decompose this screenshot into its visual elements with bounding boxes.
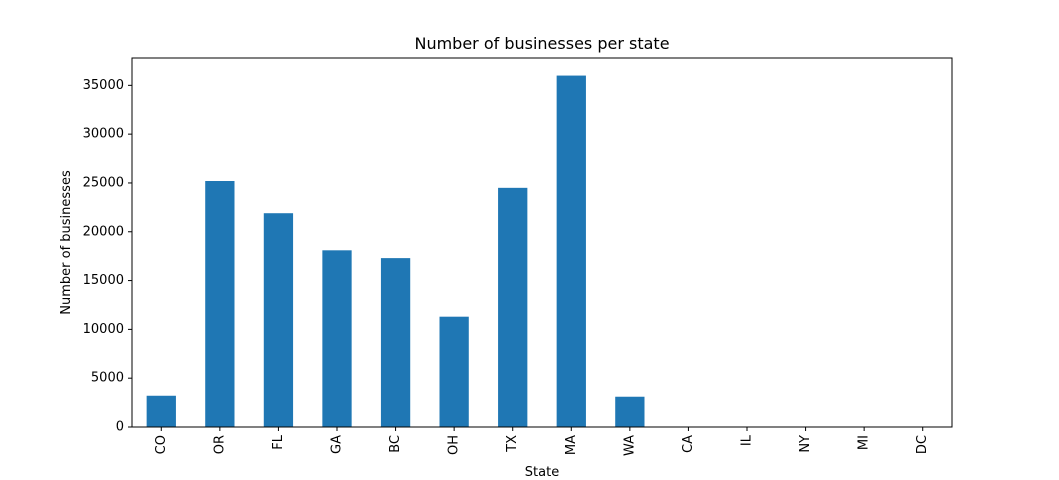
y-tick-label: 35000 — [83, 78, 124, 93]
bar-wa — [615, 396, 645, 427]
x-tick-label: DC — [915, 435, 930, 454]
y-tick-label: 10000 — [83, 322, 124, 337]
x-tick-label: CA — [681, 435, 696, 453]
bar-tx — [498, 187, 528, 427]
x-tick-label: CO — [154, 435, 169, 454]
x-tick-label: WA — [622, 435, 637, 456]
bar-or — [205, 181, 235, 427]
bar-bc — [380, 258, 411, 427]
x-tick-label: MI — [857, 435, 872, 450]
y-tick-label: 5000 — [91, 371, 124, 386]
x-tick-label: IL — [740, 434, 755, 446]
x-axis: CO OR FL GA BC OH TX MA WA CA IL NY MI DC — [154, 427, 930, 456]
chart-title: Number of businesses per state — [414, 34, 669, 53]
y-tick-label: 30000 — [83, 127, 124, 142]
y-axis: 0 5000 10000 15000 20000 25000 30000 35000 — [83, 78, 132, 435]
y-tick-label: 25000 — [83, 175, 124, 190]
bar-fl — [263, 213, 294, 427]
x-tick-label: GA — [330, 435, 345, 454]
bars-layer — [146, 75, 938, 428]
y-tick-label: 0 — [116, 420, 124, 435]
bar-oh — [439, 316, 469, 427]
y-tick-label: 15000 — [83, 273, 124, 288]
x-tick-label: OH — [447, 435, 462, 455]
x-tick-label: MA — [564, 435, 579, 455]
x-axis-label: State — [525, 465, 559, 480]
y-axis-label: Number of businesses — [59, 170, 74, 315]
plot-frame — [131, 57, 953, 428]
x-tick-label: BC — [388, 435, 403, 453]
x-tick-label: TX — [505, 435, 520, 453]
x-tick-label: FL — [271, 434, 286, 449]
bar-ma — [556, 75, 586, 428]
y-tick-label: 20000 — [83, 224, 124, 239]
bar-ga — [322, 250, 352, 427]
x-tick-label: NY — [798, 435, 813, 453]
x-tick-label: OR — [212, 435, 227, 454]
bar-co — [146, 395, 176, 427]
